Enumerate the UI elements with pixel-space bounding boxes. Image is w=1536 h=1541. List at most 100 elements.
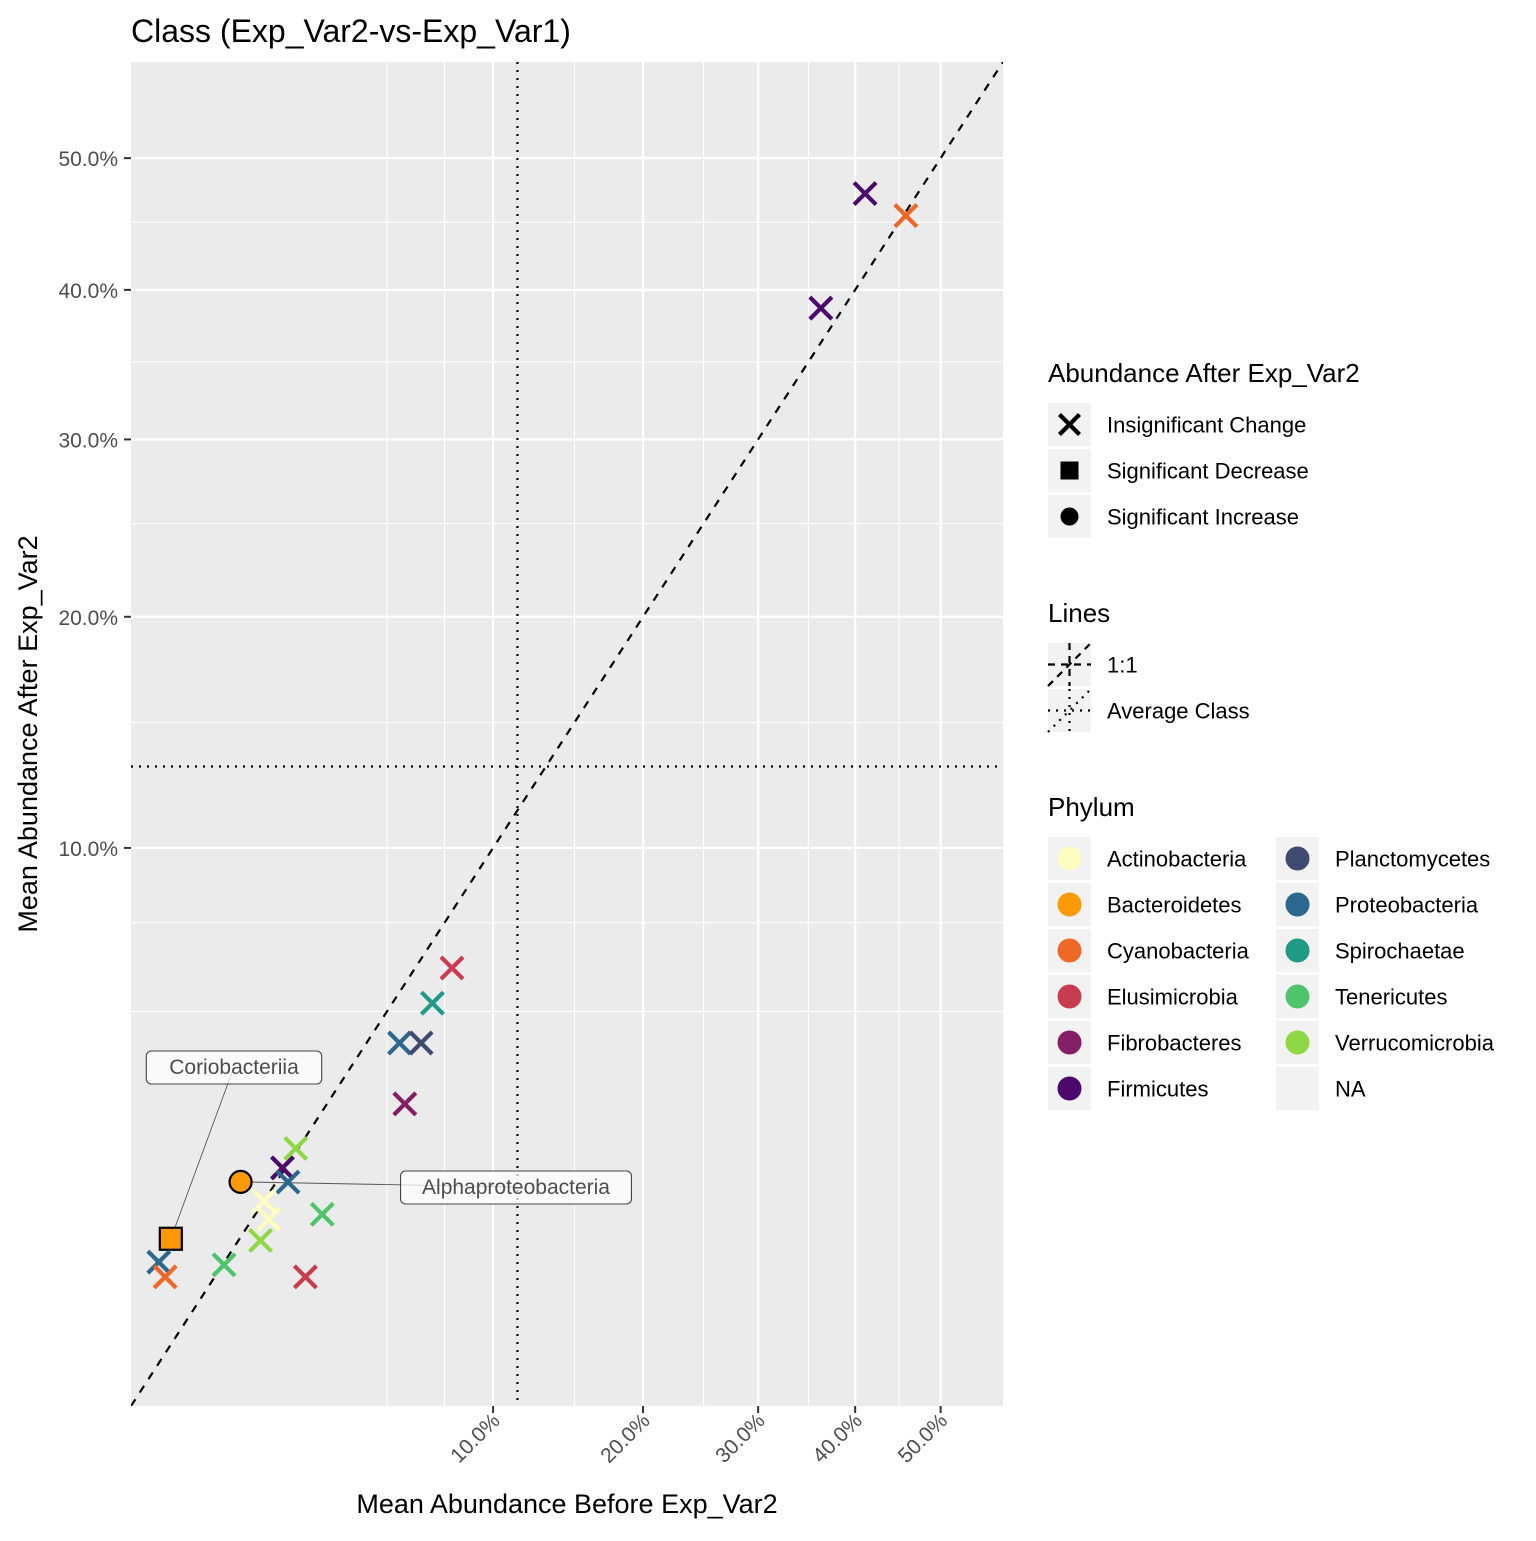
x-tick-label: 40.0%: [808, 1409, 866, 1467]
point-x-stroke: [146, 1249, 172, 1275]
chart-title: Class (Exp_Var2-vs-Exp_Var1): [131, 13, 571, 49]
annotation-label-text: Alphaproteobacteria: [422, 1176, 610, 1199]
point-insignificant-change: [269, 1155, 295, 1181]
legend-line-label: Average Class: [1107, 699, 1250, 724]
y-tick-label: 50.0%: [58, 148, 118, 171]
point-insignificant-change: [283, 1135, 309, 1161]
legend-line-key: [1048, 689, 1091, 732]
point-x-stroke: [292, 1264, 318, 1290]
legend-phylum-title: Phylum: [1048, 792, 1135, 822]
x-tick-label: 30.0%: [711, 1409, 769, 1467]
y-tick-label: 40.0%: [58, 280, 118, 303]
point-x-stroke: [419, 990, 445, 1016]
point-insignificant-change: [808, 295, 834, 321]
legend-line-diagonal: [1047, 642, 1092, 687]
point-x-stroke: [283, 1135, 309, 1161]
annotation-label-box: [145, 1050, 323, 1085]
y-tick-label: 20.0%: [58, 607, 118, 630]
legend-phylum-label: NA: [1335, 1077, 1366, 1102]
grid-lines: [131, 62, 1003, 1406]
x-tick-label: 10.0%: [446, 1409, 504, 1467]
legend-phylum-swatch: [1285, 938, 1310, 963]
legend-phylum-label: Actinobacteria: [1107, 847, 1247, 872]
annotation-leader-line: [170, 1066, 235, 1239]
point-x-stroke: [269, 1155, 295, 1181]
legend-phylum-label: Elusimicrobia: [1107, 985, 1239, 1010]
point-x-stroke: [387, 1030, 413, 1056]
legend-phylum-label: Proteobacteria: [1335, 893, 1479, 918]
legend-line-label: 1:1: [1107, 653, 1138, 678]
legend-phylum-swatch: [1285, 892, 1310, 917]
legend-x-stroke: [1058, 413, 1081, 436]
point-insignificant-change: [248, 1227, 274, 1253]
one-to-one-line: [131, 62, 1003, 1406]
x-tick-label: 50.0%: [894, 1409, 952, 1467]
annotation-labels: Coriobacteriia Alphaproteobacteria: [145, 1050, 632, 1205]
point-insignificant-change: [292, 1264, 318, 1290]
point-insignificant-change: [392, 1091, 418, 1117]
legend-phylum-swatch: [1057, 1076, 1082, 1101]
point-insignificant-change: [152, 1264, 178, 1290]
legend-phylum-swatch: [1057, 846, 1082, 871]
point-x-stroke: [248, 1227, 274, 1253]
legend-phylum-swatch: [1057, 1030, 1082, 1055]
legend-phylum-label: Planctomycetes: [1335, 847, 1490, 872]
legend-phylum-swatch: [1285, 846, 1310, 871]
legend-phylum-label: Spirochaetae: [1335, 939, 1465, 964]
point-x-stroke: [852, 181, 878, 207]
legend-shape-label: Insignificant Change: [1107, 413, 1306, 438]
point-insignificant-change: [211, 1252, 237, 1278]
legend-phylum-label: Tenericutes: [1335, 985, 1448, 1010]
legend-phylum-swatch: [1285, 1030, 1310, 1055]
point-insignificant-change: [256, 1206, 282, 1232]
legend-shape-title: Abundance After Exp_Var2: [1048, 358, 1360, 388]
point-insignificant-change: [146, 1249, 172, 1275]
legend-phylum-label: Bacteroidetes: [1107, 893, 1242, 918]
x-tick-label: 20.0%: [596, 1409, 654, 1467]
legend-phylum-swatch: [1057, 892, 1082, 917]
point-x-stroke: [392, 1091, 418, 1117]
legend-phylum-swatch: [1057, 984, 1082, 1009]
point-x-stroke: [893, 203, 919, 229]
point-insignificant-change: [387, 1030, 413, 1056]
legend-phylum-label: Firmicutes: [1107, 1077, 1208, 1102]
point-x-stroke: [256, 1206, 282, 1232]
data-points: [146, 181, 919, 1290]
annotation-label: Coriobacteriia: [145, 1050, 323, 1085]
legend: Abundance After Exp_Var2 Insignificant Ch…: [1047, 358, 1495, 1110]
point-x-stroke: [152, 1264, 178, 1290]
point-insignificant-change: [852, 181, 878, 207]
point-insignificant-change: [439, 955, 465, 981]
y-tick-label: 10.0%: [58, 838, 118, 861]
legend-phylum-label: Verrucomicrobia: [1335, 1031, 1495, 1056]
y-tick-label: 30.0%: [58, 429, 118, 452]
point-x-stroke: [275, 1169, 301, 1195]
point-insignificant-change: [893, 203, 919, 229]
legend-circle-icon: [1060, 507, 1079, 526]
point-significant-decrease: [158, 1226, 183, 1251]
legend-phylum-swatch: [1057, 938, 1082, 963]
legend-line-icon: [1047, 642, 1092, 687]
point-x-stroke: [808, 295, 834, 321]
legend-phylum-label: Cyanobacteria: [1107, 939, 1250, 964]
point-insignificant-change: [251, 1188, 277, 1214]
point-insignificant-change: [419, 990, 445, 1016]
annotation-label-box: [399, 1170, 632, 1205]
legend-lines-title: Lines: [1048, 598, 1110, 628]
annotation-label: Alphaproteobacteria: [399, 1170, 632, 1205]
point-x-stroke: [309, 1201, 335, 1227]
point-x-stroke: [251, 1188, 277, 1214]
legend-phylum-key: [1276, 1067, 1319, 1110]
point-insignificant-change: [408, 1030, 434, 1056]
point-x-stroke: [439, 955, 465, 981]
legend-x-icon: [1058, 413, 1081, 436]
x-axis-title: Mean Abundance Before Exp_Var2: [356, 1489, 777, 1519]
legend-phylum-label: Fibrobacteres: [1107, 1031, 1242, 1056]
point-x-stroke: [408, 1030, 434, 1056]
legend-shape-label: Significant Increase: [1107, 505, 1299, 530]
annotation-label-text: Coriobacteriia: [169, 1056, 299, 1079]
legend-phylum-swatch: [1285, 984, 1310, 1009]
point-x-stroke: [211, 1252, 237, 1278]
